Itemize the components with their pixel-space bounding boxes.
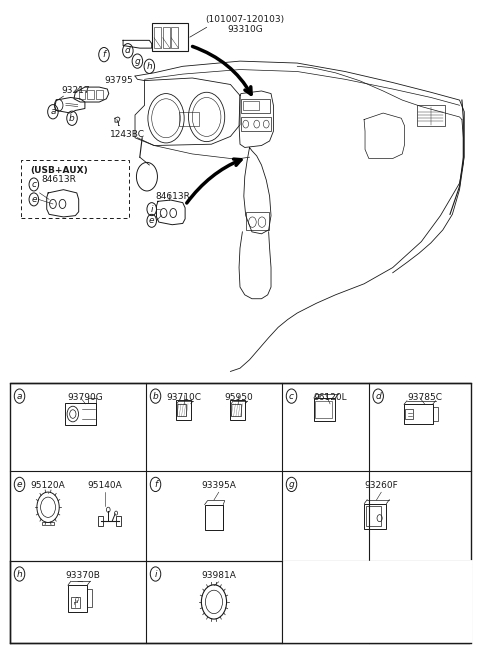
Text: a: a <box>50 108 56 116</box>
Text: f: f <box>102 50 106 59</box>
Bar <box>366 507 382 526</box>
Bar <box>406 409 413 419</box>
Text: h: h <box>146 62 152 71</box>
Text: c: c <box>31 180 36 189</box>
Bar <box>87 91 94 99</box>
Text: b: b <box>153 392 158 400</box>
Text: (101007-120103): (101007-120103) <box>205 15 284 24</box>
Text: (USB+AUX): (USB+AUX) <box>30 166 87 175</box>
Bar <box>116 516 121 526</box>
Bar <box>152 23 188 51</box>
Bar <box>154 27 161 48</box>
Text: f: f <box>154 480 157 489</box>
Bar <box>364 503 386 529</box>
Text: i: i <box>150 205 153 214</box>
Bar <box>404 404 432 424</box>
Text: e: e <box>31 195 36 204</box>
Bar <box>243 101 259 110</box>
Text: e: e <box>17 480 22 489</box>
Text: h: h <box>17 569 23 578</box>
Bar <box>68 585 87 612</box>
Text: e: e <box>149 216 155 226</box>
Bar <box>87 589 92 606</box>
Text: 95950: 95950 <box>224 393 253 402</box>
Text: 93785C: 93785C <box>407 393 442 402</box>
Text: b: b <box>69 113 75 123</box>
Text: 84613R: 84613R <box>156 192 191 201</box>
Text: 93310G: 93310G <box>227 25 263 34</box>
Text: 93370B: 93370B <box>65 570 100 580</box>
Bar <box>231 404 240 417</box>
Bar <box>10 383 471 643</box>
Bar <box>88 398 96 404</box>
Text: i: i <box>154 569 157 578</box>
Text: 96120L: 96120L <box>313 393 347 402</box>
Text: 95140A: 95140A <box>88 481 122 490</box>
Bar <box>230 400 245 420</box>
Bar <box>417 105 445 126</box>
Bar <box>176 400 191 420</box>
Text: g: g <box>134 57 140 66</box>
Bar <box>432 408 438 421</box>
Bar <box>65 404 96 424</box>
Text: a: a <box>17 392 22 400</box>
Text: 93790G: 93790G <box>68 393 103 402</box>
Bar <box>241 117 271 131</box>
Text: d: d <box>375 392 381 400</box>
Bar <box>71 597 80 608</box>
Text: 93260F: 93260F <box>364 481 398 490</box>
Text: 84613R: 84613R <box>41 175 76 185</box>
Bar <box>246 212 269 230</box>
Text: 93710C: 93710C <box>167 393 202 402</box>
Text: 93981A: 93981A <box>201 570 236 580</box>
Text: c: c <box>289 392 294 400</box>
Bar <box>96 91 103 99</box>
Bar <box>171 27 179 48</box>
Bar <box>42 522 54 525</box>
Bar <box>314 398 336 421</box>
Bar <box>241 98 270 113</box>
Bar <box>180 111 199 126</box>
Bar <box>22 160 129 218</box>
Bar <box>315 401 332 419</box>
Bar <box>204 505 223 530</box>
Text: 93795: 93795 <box>104 76 132 85</box>
Text: 95120A: 95120A <box>31 481 65 490</box>
Text: 93217: 93217 <box>61 87 90 95</box>
Bar <box>177 404 186 417</box>
Text: 93395A: 93395A <box>201 481 236 490</box>
Text: 1243BC: 1243BC <box>110 130 145 139</box>
Text: g: g <box>288 480 294 489</box>
Text: d: d <box>125 46 131 55</box>
Bar <box>163 27 170 48</box>
Bar <box>98 516 103 526</box>
Bar <box>79 91 85 99</box>
